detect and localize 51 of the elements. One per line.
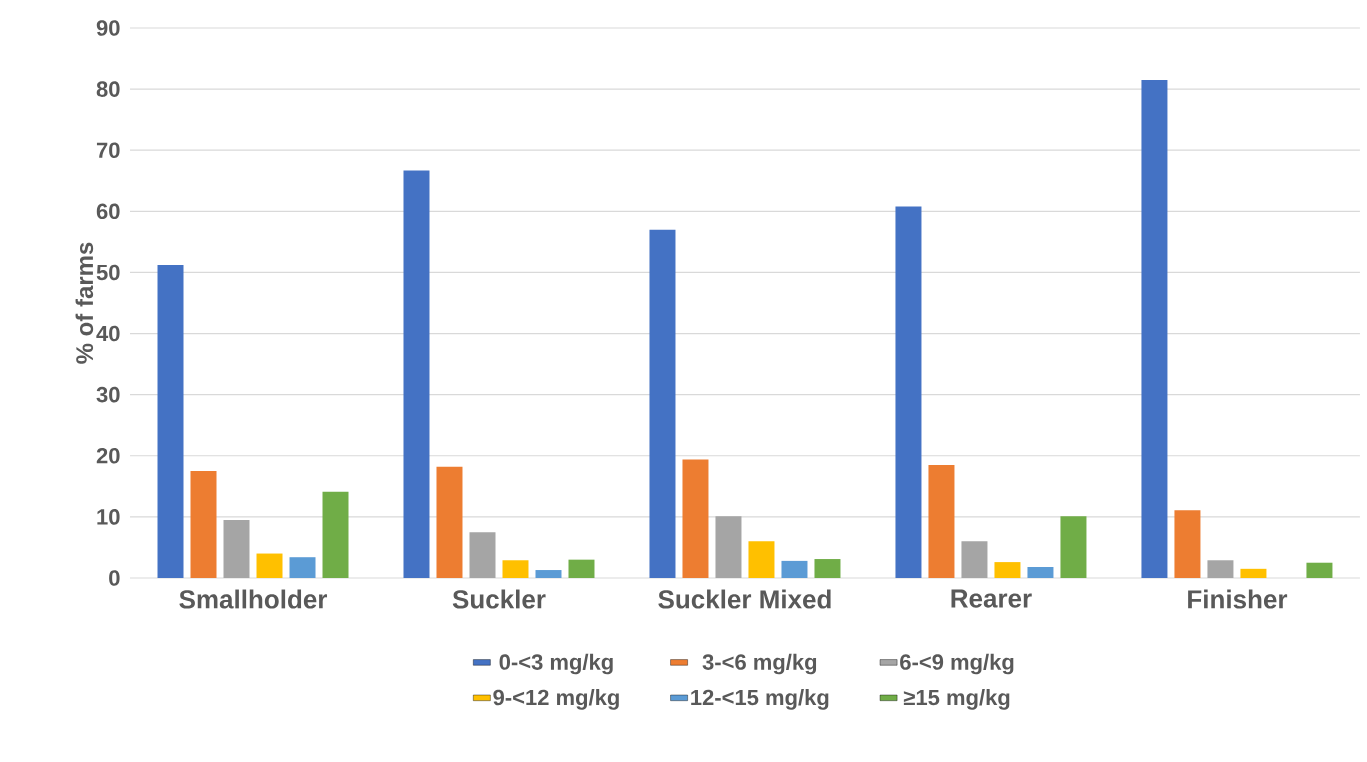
bar [715, 516, 742, 578]
bar [403, 170, 430, 578]
legend-label: 0-<3 mg/kg [499, 653, 613, 675]
bar [289, 557, 316, 578]
x-tick-label: Rearer [951, 589, 1032, 608]
bar [223, 519, 250, 578]
bar [256, 553, 283, 578]
bar [535, 570, 562, 578]
bar [322, 491, 349, 578]
y-tick-label: 50 [96, 264, 120, 281]
y-tick-label: 60 [96, 203, 120, 220]
bar [682, 459, 709, 578]
legend-label: ≥15 mg/kg [903, 689, 1010, 710]
bar [568, 559, 595, 578]
bar [157, 265, 184, 578]
y-tick-label: 0 [109, 570, 120, 586]
bar [1306, 562, 1333, 578]
bar [994, 562, 1021, 578]
bar [502, 560, 529, 578]
bar [190, 471, 217, 578]
y-tick-label: 90 [96, 20, 120, 36]
legend-label: 12-<15 mg/kg [691, 689, 829, 710]
bar [469, 532, 496, 578]
y-tick-label: 40 [96, 325, 120, 342]
y-tick-label: 70 [96, 142, 120, 159]
bar [748, 541, 775, 578]
bar [781, 560, 808, 578]
y-tick-label: 10 [97, 509, 120, 525]
bar [928, 464, 955, 578]
legend-label: 9-<12 mg/kg [493, 689, 619, 710]
x-tick-label: Smallholder [179, 589, 328, 609]
x-tick-label: Suckler Mixed [658, 589, 831, 609]
bar [1240, 568, 1267, 578]
bar [649, 229, 676, 578]
x-tick-label: Finisher [1188, 589, 1288, 609]
y-tick-label: 30 [96, 386, 120, 403]
y-axis-title: % of farms [75, 242, 94, 364]
bar [1207, 560, 1234, 578]
legend-label: 6-<9 mg/kg [900, 653, 1014, 675]
legend-label: 3-<6 mg/kg [702, 653, 817, 675]
y-tick-label: 80 [96, 81, 120, 97]
x-tick-label: Suckler [452, 589, 546, 609]
bar [1141, 79, 1168, 578]
bar [1027, 566, 1054, 578]
bar [1174, 510, 1201, 578]
bar [814, 559, 841, 578]
bar [1060, 516, 1087, 578]
bar [436, 466, 463, 578]
y-tick-label: 20 [96, 447, 120, 464]
bar [895, 206, 922, 578]
bar [961, 541, 988, 578]
